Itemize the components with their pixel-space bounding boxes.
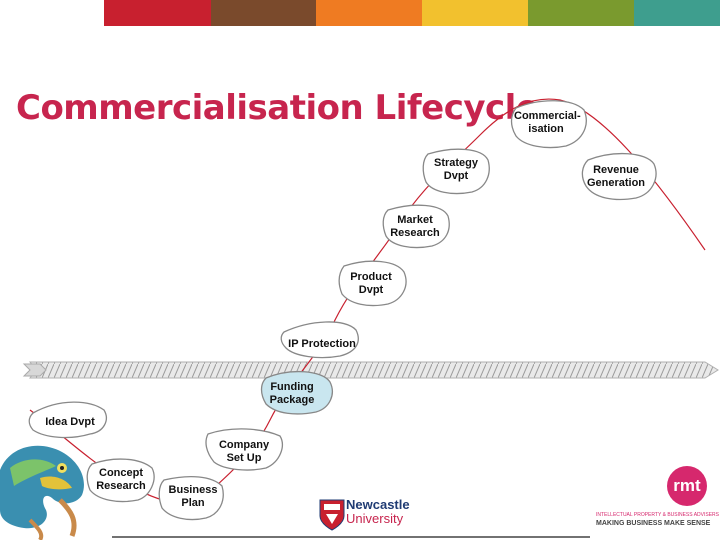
stage-shape-business-plan [158,475,224,521]
stage-label-company-set-up: Company Set Up [218,439,270,464]
stage-shape-company-set-up [205,428,283,471]
stage-label-product-dvpt: Product Dvpt [350,271,392,296]
stage-label-ip-protection: IP Protection [288,338,356,350]
color-bar-segment [634,0,720,26]
stage-shape-concept-research [86,458,155,503]
stage-shape-market-research [382,204,450,249]
stage-shape-revenue-generation [581,152,657,201]
color-bar-segment [422,0,528,26]
stage-label-business-plan: Business Plan [168,484,218,509]
rmt-tagline: MAKING BUSINESS MAKE SENSE [596,520,711,527]
color-bar-segment [316,0,422,26]
header-color-bar [0,0,720,26]
stage-label-concept-research: Concept Research [96,467,146,492]
stage-shape-idea-dvpt [28,401,107,439]
newcastle-crest-icon [319,499,345,531]
color-bar-segment [211,0,316,26]
rmt-tagline-small: INTELLECTUAL PROPERTY & BUSINESS ADVISER… [596,512,720,518]
color-bar-segment [0,0,104,26]
stage-label-market-research: Market Research [390,214,440,239]
color-bar-segment [104,0,211,26]
stage-shape-funding-package [260,370,333,415]
rmt-logo: rmt [667,466,707,506]
stage-shape-strategy-dvpt [422,148,490,195]
timeline-band [22,361,719,379]
chameleon-icon [0,445,84,540]
stage-shape-product-dvpt [338,260,407,307]
stage-label-revenue-generation: Revenue Generation [586,164,646,189]
stage-shape-ip-protection [280,321,359,359]
newcastle-logo-line2: University [346,511,404,526]
newcastle-university-logo: Newcastle University [346,498,410,526]
stage-label-funding-package: Funding Package [269,381,315,406]
page-title: Commercialisation Lifecycle [16,88,539,128]
stage-label-commercialisation: Commercial- isation [514,110,581,135]
color-bar-segment [528,0,634,26]
stage-label-strategy-dvpt: Strategy Dvpt [433,157,479,182]
stage-shape-commercialisation [510,100,587,149]
stage-label-idea-dvpt: Idea Dvpt [45,416,95,428]
newcastle-logo-line1: Newcastle [346,497,410,512]
